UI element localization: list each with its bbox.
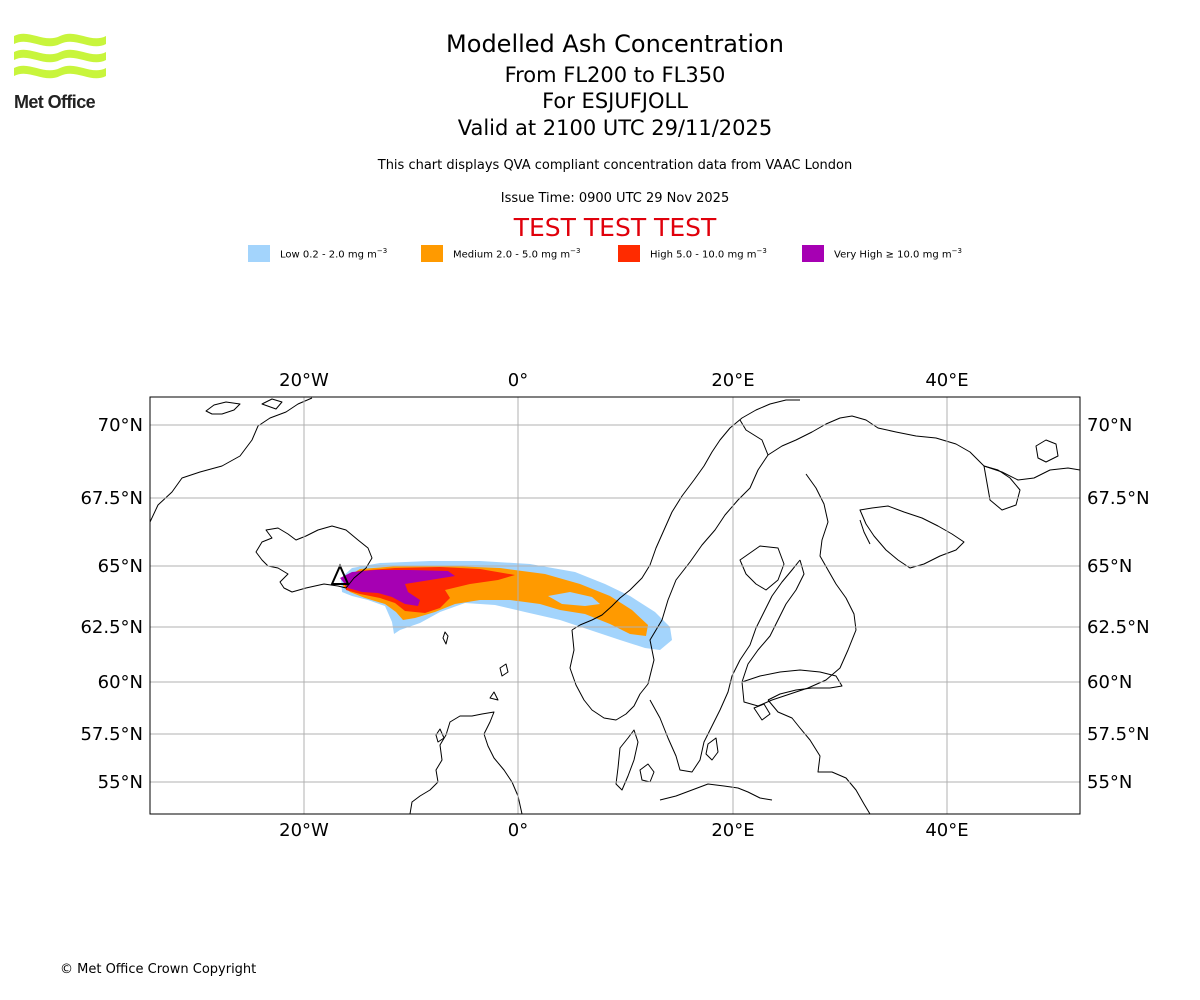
lat-label-right: 60°N xyxy=(1087,672,1132,693)
lon-label-bottom: 40°E xyxy=(925,820,968,841)
lat-label-left: 57.5°N xyxy=(80,724,143,745)
volcano-name: For ESJUFJOLL xyxy=(542,89,688,113)
lat-label-right: 70°N xyxy=(1087,415,1132,436)
lon-label-top: 40°E xyxy=(925,370,968,391)
lon-label-bottom: 20°E xyxy=(711,820,754,841)
issue-time: Issue Time: 0900 UTC 29 Nov 2025 xyxy=(500,191,730,206)
lon-label-bottom: 20°W xyxy=(279,820,329,841)
lat-label-left: 60°N xyxy=(98,672,143,693)
map-area xyxy=(150,397,1080,814)
met-office-wave-icon xyxy=(14,33,106,79)
lat-label-right: 67.5°N xyxy=(1087,488,1150,509)
met-office-logo: Met Office xyxy=(14,30,110,112)
flight-levels: From FL200 to FL350 xyxy=(504,63,726,87)
lon-label-top: 0° xyxy=(508,370,528,391)
ash-low-patch xyxy=(548,592,600,606)
test-banner: TEST TEST TEST xyxy=(513,213,717,242)
info-text: This chart displays QVA compliant concen… xyxy=(377,158,853,173)
lat-label-left: 62.5°N xyxy=(80,617,143,638)
lat-label-left: 67.5°N xyxy=(80,488,143,509)
lat-label-right: 65°N xyxy=(1087,556,1132,577)
logo-text: Met Office xyxy=(14,92,96,112)
legend-high-swatch xyxy=(618,245,640,262)
legend-very-high-label: Very High ≥ 10.0 mg m xyxy=(834,249,952,261)
volcano-marker-icon xyxy=(330,563,350,585)
gridlines xyxy=(150,397,1080,814)
legend-medium-unit: −3 xyxy=(570,247,581,255)
legend-high-unit: −3 xyxy=(756,247,767,255)
lat-label-left: 70°N xyxy=(98,415,143,436)
lat-label-left: 55°N xyxy=(98,772,143,793)
legend-low-unit: −3 xyxy=(376,247,388,255)
legend-very-high-swatch xyxy=(802,245,824,262)
map-frame xyxy=(149,396,1081,815)
legend-low-label: Low 0.2 - 2.0 mg m xyxy=(280,249,377,261)
lon-label-bottom: 0° xyxy=(508,820,528,841)
legend-medium-label: Medium 2.0 - 5.0 mg m xyxy=(453,249,571,261)
legend-medium-swatch xyxy=(421,245,443,262)
lat-label-right: 55°N xyxy=(1087,772,1132,793)
valid-time: Valid at 2100 UTC 29/11/2025 xyxy=(457,116,773,140)
ash-very-high-region xyxy=(340,570,455,606)
lon-label-top: 20°W xyxy=(279,370,329,391)
chart-title: Modelled Ash Concentration xyxy=(446,30,784,58)
legend-very-high-unit: −3 xyxy=(951,247,962,255)
legend-high-label: High 5.0 - 10.0 mg m xyxy=(650,249,757,261)
copyright-text: © Met Office Crown Copyright xyxy=(60,962,257,977)
legend-low-swatch xyxy=(248,245,270,262)
lat-label-right: 57.5°N xyxy=(1087,724,1150,745)
lat-label-left: 65°N xyxy=(98,556,143,577)
lat-label-right: 62.5°N xyxy=(1087,617,1150,638)
lon-label-top: 20°E xyxy=(711,370,754,391)
